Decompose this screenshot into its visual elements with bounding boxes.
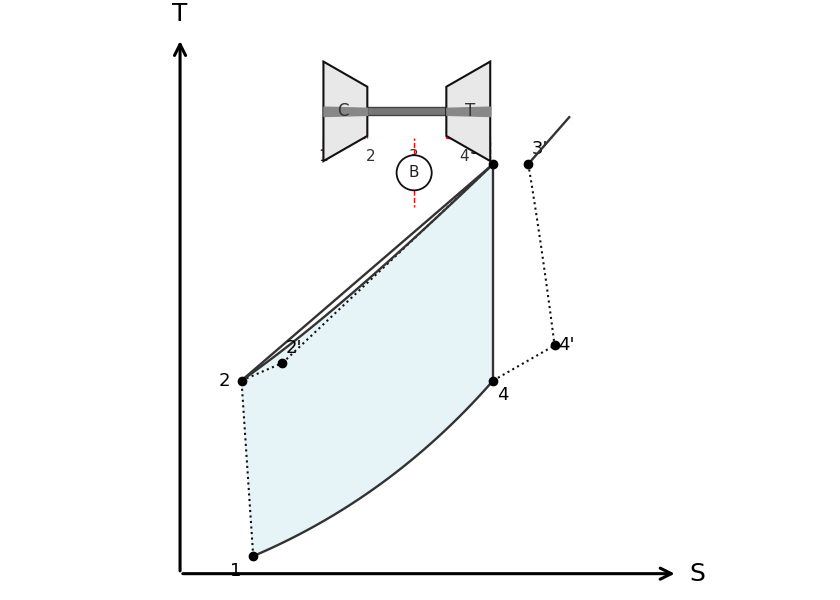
Text: C: C xyxy=(338,103,349,121)
Text: 4: 4 xyxy=(496,386,508,404)
Text: 2: 2 xyxy=(365,149,375,164)
Text: T: T xyxy=(465,103,475,121)
Text: T: T xyxy=(172,2,187,26)
Text: 2: 2 xyxy=(218,371,230,389)
Text: 4: 4 xyxy=(459,149,469,164)
Text: 3: 3 xyxy=(470,140,481,158)
Text: 1: 1 xyxy=(230,562,242,580)
Text: S: S xyxy=(689,562,705,586)
Text: B: B xyxy=(409,165,419,180)
FancyBboxPatch shape xyxy=(367,107,446,115)
Polygon shape xyxy=(446,62,491,161)
Circle shape xyxy=(396,155,432,190)
Polygon shape xyxy=(242,164,493,556)
Polygon shape xyxy=(323,62,367,161)
Text: 4': 4' xyxy=(558,337,575,355)
Text: 3': 3' xyxy=(532,140,549,158)
Text: 2': 2' xyxy=(286,339,302,357)
Text: 1: 1 xyxy=(318,149,328,164)
Text: 3: 3 xyxy=(409,149,419,164)
